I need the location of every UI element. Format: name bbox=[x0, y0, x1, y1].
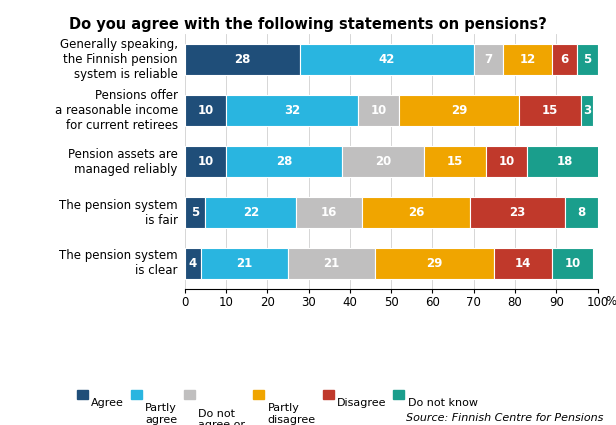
Text: 8: 8 bbox=[577, 206, 585, 219]
Text: 32: 32 bbox=[284, 104, 300, 117]
Bar bbox=[185, 95, 226, 126]
Text: %: % bbox=[606, 295, 616, 308]
Bar bbox=[519, 95, 581, 126]
Bar bbox=[226, 95, 358, 126]
Text: 26: 26 bbox=[408, 206, 424, 219]
Text: 12: 12 bbox=[519, 53, 535, 66]
Text: 10: 10 bbox=[197, 104, 214, 117]
Text: 28: 28 bbox=[276, 155, 292, 168]
Text: 10: 10 bbox=[197, 155, 214, 168]
Bar bbox=[424, 146, 486, 177]
Bar bbox=[564, 197, 598, 228]
Bar bbox=[503, 44, 552, 75]
Bar bbox=[185, 197, 205, 228]
Bar bbox=[185, 248, 201, 279]
Text: 21: 21 bbox=[237, 257, 253, 270]
Bar bbox=[581, 95, 593, 126]
Bar bbox=[358, 95, 399, 126]
Text: Do you agree with the following statements on pensions?: Do you agree with the following statemen… bbox=[69, 17, 547, 32]
Bar bbox=[185, 44, 301, 75]
Text: 7: 7 bbox=[484, 53, 492, 66]
Text: Source: Finnish Centre for Pensions: Source: Finnish Centre for Pensions bbox=[407, 413, 604, 423]
Text: 42: 42 bbox=[379, 53, 395, 66]
Text: 14: 14 bbox=[515, 257, 532, 270]
Bar bbox=[474, 44, 503, 75]
Bar bbox=[486, 146, 527, 177]
Bar bbox=[226, 146, 342, 177]
Text: 18: 18 bbox=[556, 155, 573, 168]
Text: 21: 21 bbox=[323, 257, 339, 270]
Text: 20: 20 bbox=[375, 155, 391, 168]
Bar bbox=[577, 44, 598, 75]
Bar bbox=[362, 197, 469, 228]
Bar bbox=[399, 95, 519, 126]
Text: 3: 3 bbox=[583, 104, 591, 117]
Bar bbox=[185, 146, 226, 177]
Bar bbox=[296, 197, 362, 228]
Text: 16: 16 bbox=[321, 206, 338, 219]
Text: 15: 15 bbox=[542, 104, 558, 117]
Text: 10: 10 bbox=[498, 155, 515, 168]
Bar bbox=[301, 44, 474, 75]
Bar bbox=[552, 44, 577, 75]
Text: 28: 28 bbox=[235, 53, 251, 66]
Bar bbox=[469, 197, 564, 228]
Bar bbox=[288, 248, 375, 279]
Bar bbox=[375, 248, 495, 279]
Bar bbox=[201, 248, 288, 279]
Text: 22: 22 bbox=[243, 206, 259, 219]
Text: 4: 4 bbox=[189, 257, 197, 270]
Text: 29: 29 bbox=[451, 104, 468, 117]
Bar bbox=[495, 248, 552, 279]
Text: 15: 15 bbox=[447, 155, 463, 168]
Bar bbox=[527, 146, 602, 177]
Bar bbox=[342, 146, 424, 177]
Bar bbox=[552, 248, 593, 279]
Text: 5: 5 bbox=[583, 53, 591, 66]
Text: 23: 23 bbox=[509, 206, 525, 219]
Legend: Agree, Partly
agree, Do not
agree or
disagree, Partly
disagree, Disagree, Do not: Agree, Partly agree, Do not agree or dis… bbox=[73, 373, 482, 415]
Text: 10: 10 bbox=[371, 104, 387, 117]
Text: 10: 10 bbox=[565, 257, 581, 270]
Text: 5: 5 bbox=[191, 206, 199, 219]
Text: 29: 29 bbox=[426, 257, 443, 270]
Bar bbox=[205, 197, 296, 228]
Text: 6: 6 bbox=[561, 53, 569, 66]
